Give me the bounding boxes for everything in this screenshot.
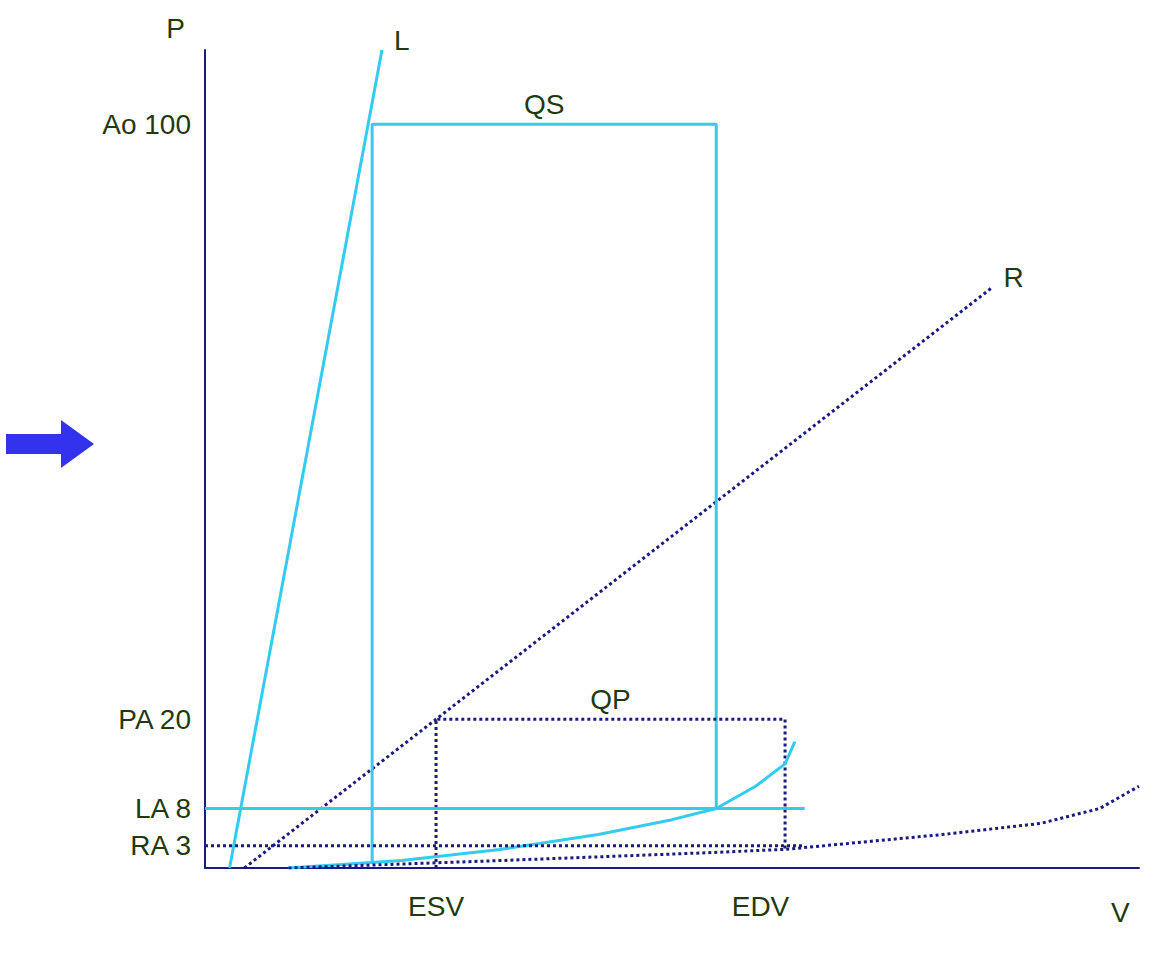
- svg-text:Ao 100: Ao 100: [102, 109, 191, 140]
- svg-text:PA 20: PA 20: [118, 704, 191, 735]
- svg-text:QS: QS: [524, 89, 564, 120]
- svg-text:R: R: [1004, 262, 1024, 293]
- svg-text:ESV: ESV: [408, 891, 464, 922]
- svg-text:P: P: [166, 13, 185, 44]
- svg-text:LA 8: LA 8: [135, 793, 191, 824]
- svg-text:L: L: [394, 25, 410, 56]
- svg-text:EDV: EDV: [732, 891, 790, 922]
- svg-text:QP: QP: [590, 684, 630, 715]
- svg-text:RA 3: RA 3: [130, 830, 191, 861]
- svg-text:V: V: [1111, 897, 1130, 928]
